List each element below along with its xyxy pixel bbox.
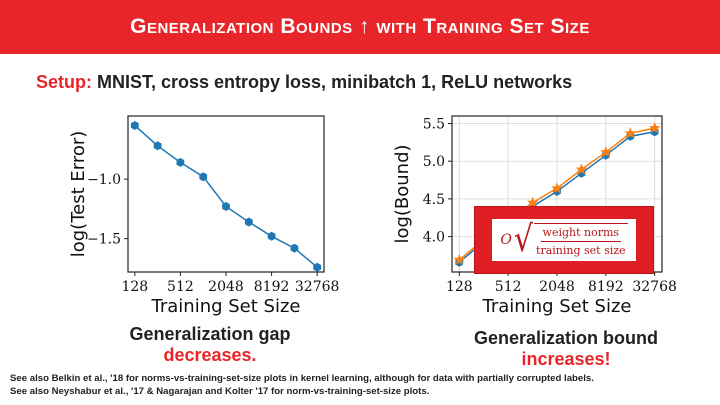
right-series-1-point-6	[600, 146, 612, 157]
right-xtick-label-2: 2048	[539, 279, 575, 295]
right-ytick-label-0: 4.0	[423, 230, 445, 246]
test-error-chart: 128 512 2048 8192 32768 −1.0 −1.5 Training Set …	[68, 115, 340, 317]
right-xlabel: Training Set Size	[482, 296, 632, 317]
footnotes: See also Belkin et al., '18 for norms-vs…	[10, 372, 594, 398]
big-o-symbol: O	[500, 232, 512, 248]
caption-left: Generalization gap decreases.	[100, 324, 320, 366]
left-series-0-point-2	[176, 157, 185, 167]
footnote-1: See also Belkin et al., '18 for norms-vs…	[10, 373, 594, 384]
right-xtick-label-1: 512	[495, 279, 522, 295]
formula-denominator: training set size	[536, 244, 626, 257]
right-series-1-point-0	[453, 253, 465, 265]
caption-right: Generalization bound increases!	[446, 328, 686, 370]
left-series-0-point-8	[313, 262, 322, 272]
formula-fraction: weight norms training set size	[534, 223, 628, 257]
left-series-0-point-0	[130, 121, 139, 130]
left-series-0-point-4	[222, 202, 230, 211]
left-series-0-point-5	[244, 217, 253, 227]
left-series-0-point-7	[290, 243, 299, 253]
right-series-1-point-5	[575, 163, 588, 175]
formula-numerator: weight norms	[540, 226, 622, 242]
formula-card: O √ weight norms training set size	[492, 218, 636, 261]
caption-left-line1: Generalization gap	[129, 324, 291, 344]
left-ylabel: log(Test Error)	[68, 131, 89, 258]
right-series-1-point-8	[649, 122, 661, 133]
caption-left-line2: decreases.	[163, 345, 257, 365]
sqrt-icon: √	[513, 218, 534, 261]
left-xtick-label-3: 8192	[254, 279, 290, 295]
left-ytick-label-0: −1.0	[87, 172, 121, 188]
title-bar: Generalization Bounds ↑ with Training Se…	[0, 0, 720, 54]
right-series-1-point-4	[551, 182, 563, 194]
left-xtick-label-2: 2048	[208, 279, 244, 295]
footnote-2: See also Neyshabur et al., '17 & Nagaraj…	[10, 386, 430, 397]
right-series-1-point-7	[624, 127, 636, 139]
right-xtick-label-4: 32768	[632, 279, 677, 295]
left-series-0-line	[134, 124, 318, 268]
right-ytick-label-3: 5.5	[423, 117, 445, 133]
formula-box: O √ weight norms training set size	[474, 206, 654, 274]
left-ytick-label-1: −1.5	[87, 232, 121, 248]
left-series-0-point-6	[267, 231, 276, 241]
right-xtick-label-3: 8192	[588, 279, 624, 295]
caption-right-line2: increases!	[521, 349, 611, 369]
right-ytick-label-1: 4.5	[423, 192, 445, 208]
setup-label: Setup:	[36, 72, 92, 92]
left-series-0-point-1	[153, 141, 162, 151]
right-ylabel: log(Bound)	[392, 144, 413, 243]
setup-text: MNIST, cross entropy loss, minibatch 1, …	[92, 72, 573, 92]
right-ytick-label-2: 5.0	[423, 154, 445, 170]
left-xlabel: Training Set Size	[151, 296, 301, 317]
left-xtick-label-1: 512	[167, 279, 194, 295]
slide-title: Generalization Bounds ↑ with Training Se…	[130, 15, 590, 38]
right-xtick-label-0: 128	[446, 279, 473, 295]
right-series-1-point-3	[526, 196, 539, 208]
caption-right-line1: Generalization bound	[473, 328, 658, 348]
setup-line: Setup: MNIST, cross entropy loss, miniba…	[36, 72, 572, 93]
left-series-0-point-3	[199, 172, 208, 182]
left-xtick-label-0: 128	[121, 279, 148, 295]
left-xtick-label-4: 32768	[295, 279, 340, 295]
